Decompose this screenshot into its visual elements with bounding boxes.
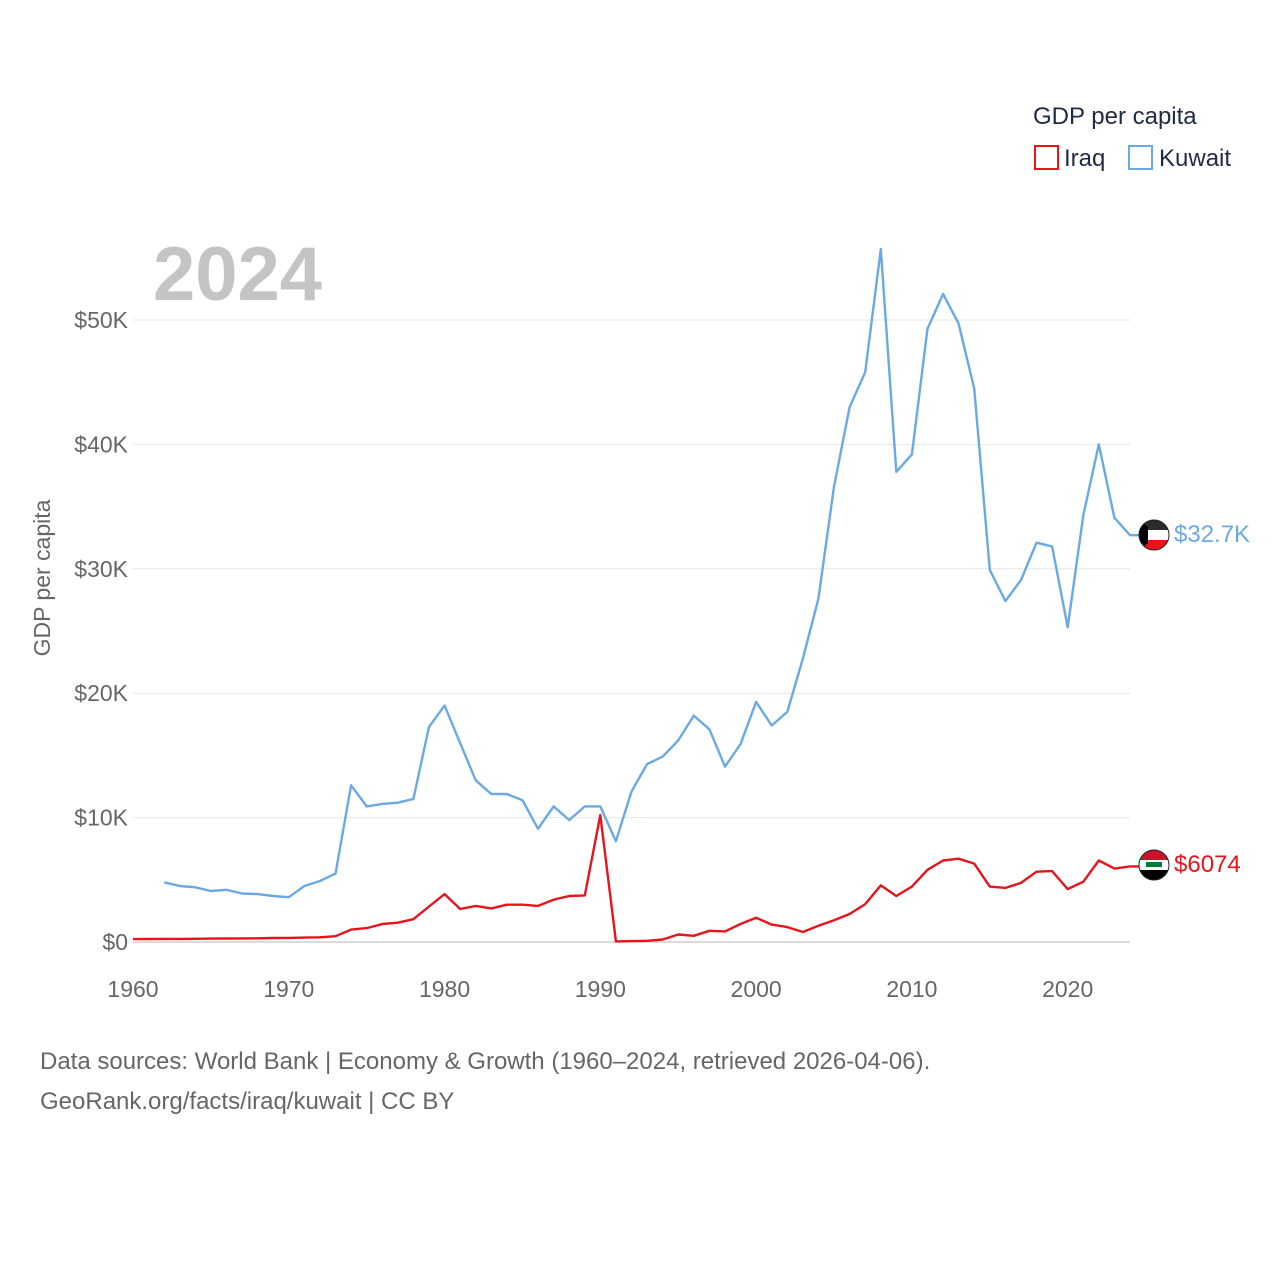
grid-lines (133, 319, 1130, 943)
y-tick-label: $0 (102, 929, 128, 955)
y-axis: $0 $10K $20K $30K $40K $50K (74, 307, 128, 955)
series-line-kuwait[interactable] (163, 247, 1139, 899)
iraq-end-label: $6074 (1174, 851, 1241, 878)
x-tick-label: 2020 (1042, 976, 1093, 1002)
kuwait-end-label: $32.7K (1174, 521, 1250, 548)
y-tick-label: $10K (74, 805, 128, 831)
x-tick-label: 1990 (575, 976, 626, 1002)
iraq-flag-ring (1138, 849, 1170, 881)
y-tick-label: $40K (74, 431, 128, 457)
legend-label-iraq: Iraq (1064, 145, 1105, 172)
x-tick-label: 2010 (886, 976, 937, 1002)
x-tick-label: 1970 (263, 976, 314, 1002)
legend: GDP per capita Iraq Kuwait (1033, 103, 1231, 172)
series-lines (132, 247, 1139, 943)
legend-item-iraq[interactable]: Iraq (1034, 145, 1105, 172)
x-tick-label: 1980 (419, 976, 470, 1002)
y-tick-label: $50K (74, 307, 128, 333)
legend-title: GDP per capita (1033, 103, 1197, 130)
source-line-1: Data sources: World Bank | Economy & Gro… (40, 1048, 931, 1075)
year-label: 2024 (153, 232, 322, 317)
series-line-iraq[interactable] (132, 813, 1139, 943)
source-line-2: GeoRank.org/facts/iraq/kuwait | CC BY (40, 1088, 455, 1115)
y-tick-label: $30K (74, 556, 128, 582)
x-tick-label: 2000 (731, 976, 782, 1002)
legend-swatch-iraq (1034, 145, 1059, 170)
legend-item-kuwait[interactable]: Kuwait (1128, 145, 1231, 172)
kuwait-flag-ring (1138, 519, 1170, 551)
x-tick-label: 1960 (107, 976, 158, 1002)
x-axis: 1960 1970 1980 1990 2000 2010 2020 (107, 976, 1093, 1002)
iraq-flag-icon (1139, 850, 1169, 880)
legend-label-kuwait: Kuwait (1159, 145, 1231, 172)
y-axis-title: GDP per capita (29, 499, 55, 656)
y-tick-label: $20K (74, 680, 128, 706)
source-note: Data sources: World Bank | Economy & Gro… (40, 1042, 930, 1122)
legend-swatch-kuwait (1128, 145, 1153, 170)
